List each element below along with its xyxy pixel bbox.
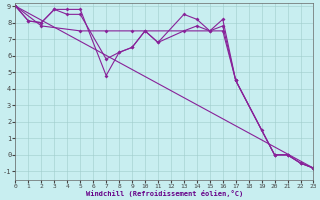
X-axis label: Windchill (Refroidissement éolien,°C): Windchill (Refroidissement éolien,°C) bbox=[86, 190, 243, 197]
